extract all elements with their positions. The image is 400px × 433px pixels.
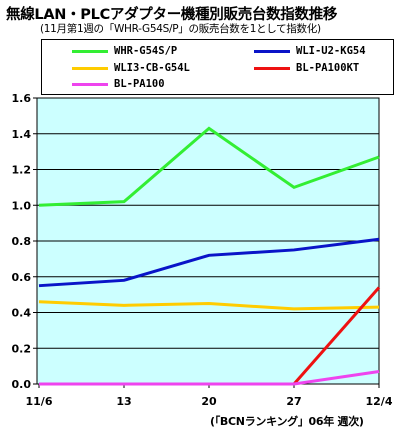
legend-swatch [72, 83, 108, 86]
series-line-bl-pa100kt [292, 286, 381, 385]
y-tick-label: 0.0 [12, 378, 32, 391]
legend-label: BL-PA100KT [296, 62, 360, 74]
legend-swatch [72, 67, 108, 70]
y-tick-label: 0.6 [12, 271, 32, 284]
y-tick-label: 1.6 [12, 92, 32, 105]
y-tick-label: 0.2 [12, 342, 32, 355]
legend-label: BL-PA100 [114, 78, 165, 90]
y-tick-label: 1.4 [12, 128, 32, 141]
y-tick-label: 1.2 [12, 164, 32, 177]
legend: WHR-G54S/P WLI-U2-KG54 WLI3-CB-G54L BL-P… [41, 39, 394, 95]
y-tick-label: 0.8 [12, 235, 32, 248]
x-tick-label: 27 [286, 395, 301, 408]
chart-title: 無線LAN・PLCアダプター機種別販売台数指数推移 [6, 7, 338, 23]
series-line-bl-pa100 [39, 370, 380, 386]
x-tick-label: 13 [116, 395, 131, 408]
y-tick-label: 1.0 [12, 199, 32, 212]
legend-label: WLI-U2-KG54 [296, 45, 366, 57]
x-tick-label: 12/4 [366, 395, 393, 408]
legend-swatch [72, 50, 108, 53]
series-line-wli-u2-kg54 [38, 237, 380, 288]
legend-swatch [254, 50, 290, 53]
legend-label: WHR-G54S/P [114, 45, 178, 57]
source-note: (「BCNランキング」06年 週次) [210, 415, 364, 428]
x-tick-label: 11/6 [26, 395, 53, 408]
chart-subtitle: (11月第1週の「WHR-G54S/P」の販売台数を1として指数化) [40, 23, 321, 35]
series-line-whr-g54s-p [38, 126, 380, 207]
series-line-wli3-cb-g54l [38, 300, 380, 311]
legend-swatch [254, 67, 290, 70]
y-tick-label: 0.4 [12, 307, 32, 320]
x-tick-label: 20 [201, 395, 217, 408]
legend-label: WLI3-CB-G54L [114, 62, 190, 74]
